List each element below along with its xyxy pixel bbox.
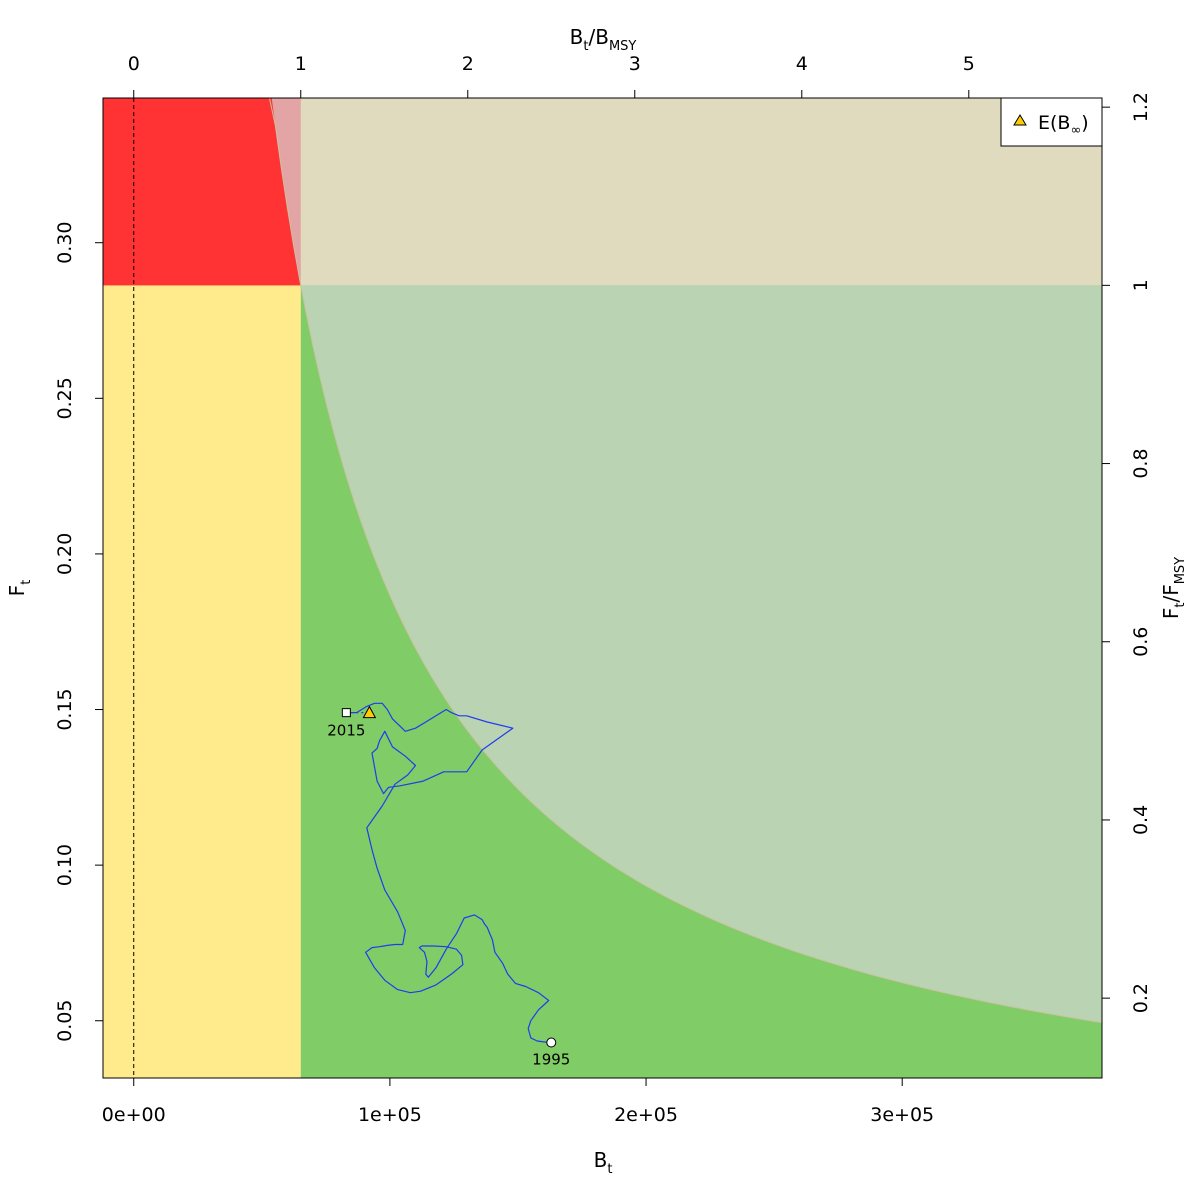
bottom-tick-label: 2e+05 (614, 1104, 678, 1126)
top-tick-label: 1 (295, 53, 307, 75)
left-tick-label: 0.30 (54, 222, 76, 264)
left-tick-label: 0.20 (54, 533, 76, 575)
right-tick-label: 0.4 (1130, 805, 1152, 835)
end-year-point (341, 708, 351, 718)
right-tick-label: 1.2 (1130, 92, 1152, 122)
top-tick-label: 4 (796, 53, 808, 75)
end-year-label: 2015 (327, 722, 365, 740)
left-axis-title: Ft (5, 580, 34, 597)
plot-frame (102, 97, 1103, 1079)
bottom-tick-label: 0e+00 (102, 1104, 166, 1126)
top-tick-label: 0 (128, 53, 140, 75)
left-tick-label: 0.05 (54, 1000, 76, 1042)
legend-label: E(B∞) (1038, 112, 1089, 138)
start-year-point (546, 1037, 557, 1048)
top-tick-label: 3 (629, 53, 641, 75)
right-tick-label: 0.8 (1130, 448, 1152, 478)
top-axis-title: Bt/BMSY (570, 25, 637, 54)
bottom-axis-title: Bt (594, 1148, 613, 1177)
zones-layer (103, 97, 1103, 1078)
bottom-tick-label: 3e+05 (870, 1104, 934, 1126)
right-tick-label: 0.6 (1130, 627, 1152, 657)
bottom-tick-label: 1e+05 (358, 1104, 422, 1126)
top-tick-label: 5 (963, 53, 975, 75)
start-year-label: 1995 (532, 1051, 570, 1069)
legend-triangle-icon (1013, 114, 1027, 126)
left-tick-label: 0.15 (54, 688, 76, 730)
points-layer: 1995 2015 (327, 705, 570, 1069)
right-tick-label: 0.2 (1130, 983, 1152, 1013)
biomass-fishing-trajectory (343, 702, 552, 1044)
right-tick-label: 1 (1130, 279, 1152, 291)
zone-overfished (103, 98, 301, 286)
trajectory-layer (343, 702, 552, 1044)
right-axis-title: Ft/FMSY (1159, 557, 1188, 619)
expected-equilibrium-point (362, 705, 377, 719)
zone-healthy (300, 285, 1103, 1023)
top-tick-label: 2 (462, 53, 474, 75)
left-tick-label: 0.25 (54, 377, 76, 419)
axes-layer: 0e+00 1e+05 2e+05 3e+05 0 1 2 3 4 5 0.05 0.10 0.15 0.… (54, 53, 1152, 1126)
legend: E(B∞) (1000, 97, 1103, 147)
zone-below-bmsy (103, 285, 301, 1078)
left-tick-label: 0.10 (54, 844, 76, 886)
